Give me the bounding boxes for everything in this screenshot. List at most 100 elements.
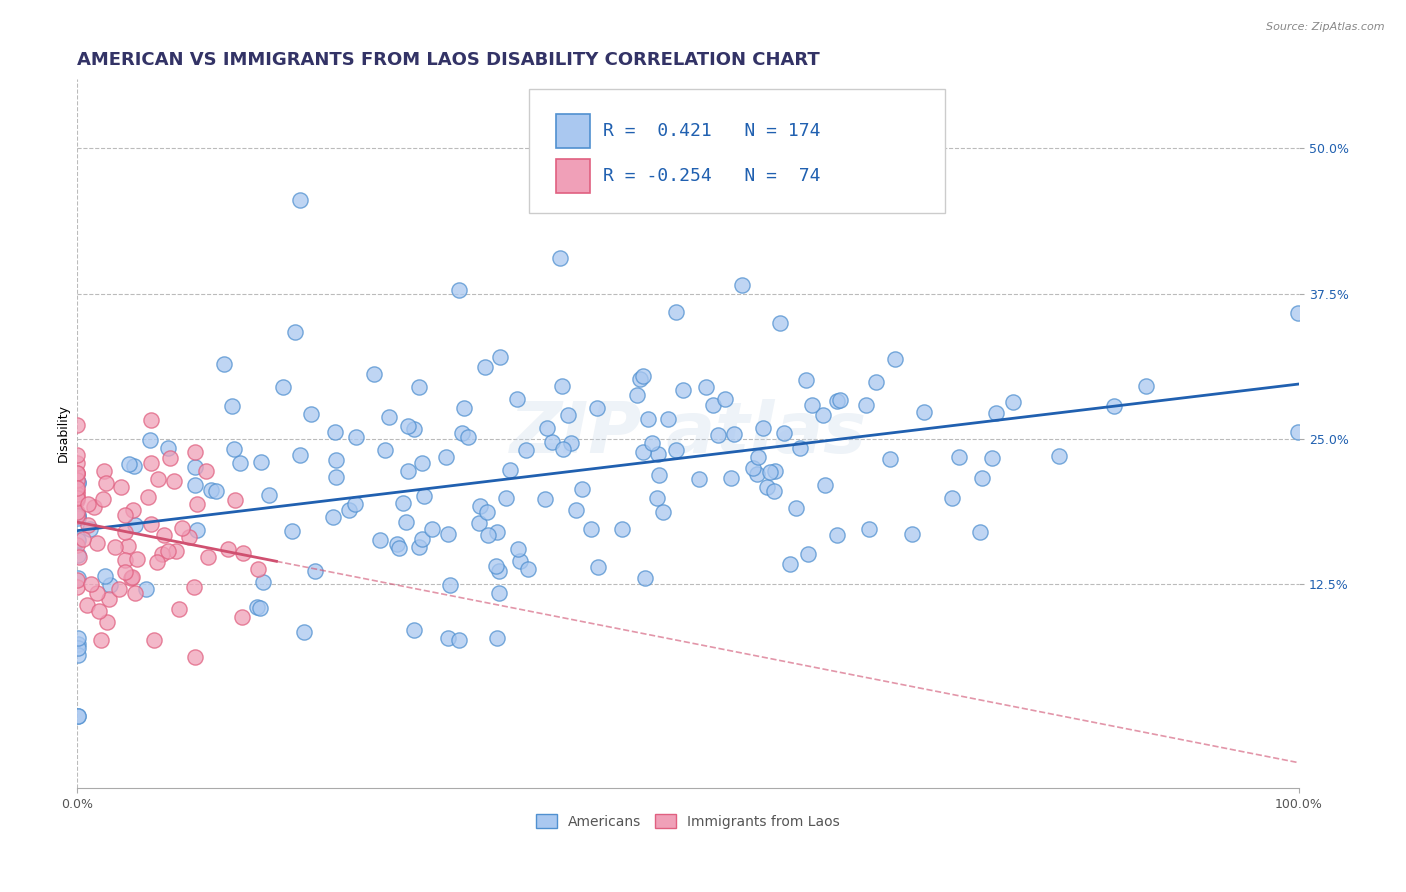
Point [1047,449,1070,463]
Point [467,516,489,530]
Point [948,450,970,464]
Point [292,625,315,640]
Point [114,566,136,580]
Point [87,604,110,618]
Point [83,500,105,514]
Point [865,375,887,389]
Point [183,580,205,594]
Point [648,468,671,483]
Point [66,538,89,552]
Point [66,573,89,587]
Point [76,598,98,612]
Point [548,251,571,265]
Point [941,491,963,506]
Text: Source: ZipAtlas.com: Source: ZipAtlas.com [1267,22,1385,32]
Point [156,441,179,455]
Point [800,398,823,412]
Point [325,453,347,467]
Y-axis label: Disability: Disability [58,404,70,462]
Point [148,473,170,487]
Point [184,649,207,664]
Point [536,421,558,435]
Point [120,571,142,585]
Point [814,478,837,492]
Point [67,549,90,564]
Point [411,456,433,470]
Point [122,503,145,517]
Point [457,430,479,444]
Point [540,434,562,449]
Point [136,490,159,504]
Point [363,368,385,382]
Point [284,326,307,340]
Point [811,409,834,423]
Point [1286,425,1309,439]
Point [449,284,471,298]
Point [477,528,499,542]
Point [720,470,742,484]
Point [626,388,648,402]
Point [422,522,444,536]
Point [485,631,508,645]
Point [67,571,90,585]
Point [67,475,90,489]
Point [647,447,669,461]
Point [184,444,207,458]
Point [797,547,820,561]
Point [637,412,659,426]
Point [66,456,89,470]
Point [641,436,664,450]
Point [565,503,588,517]
Point [499,463,522,477]
Point [67,637,90,651]
Point [368,533,391,547]
Point [143,632,166,647]
Point [98,577,121,591]
Point [66,487,89,501]
Point [77,497,100,511]
Point [304,564,326,578]
Point [117,539,139,553]
Point [858,522,880,536]
Point [114,553,136,567]
Point [197,549,219,564]
Point [104,540,127,554]
Point [439,578,461,592]
Point [156,543,179,558]
Point [789,441,811,455]
Point [246,600,269,615]
Point [322,510,344,524]
Point [631,369,654,384]
Point [772,425,794,440]
Point [79,523,101,537]
Point [93,464,115,478]
Point [763,483,786,498]
Point [488,350,510,364]
Point [470,500,492,514]
Point [217,541,239,556]
Point [117,457,139,471]
Point [884,351,907,366]
Point [702,399,724,413]
Point [337,503,360,517]
Point [67,508,90,522]
Point [378,409,401,424]
Point [184,459,207,474]
Point [396,419,419,434]
Point [914,405,936,419]
Point [162,474,184,488]
Point [66,492,89,507]
Point [325,470,347,484]
Point [252,574,274,589]
Point [450,425,472,440]
Point [67,641,90,656]
Point [249,600,271,615]
Point [67,632,90,646]
Point [159,450,181,465]
Point [900,526,922,541]
Point [66,505,89,519]
Text: R = -0.254   N =  74: R = -0.254 N = 74 [603,168,820,186]
Point [533,491,555,506]
Point [588,560,610,574]
Point [741,460,763,475]
